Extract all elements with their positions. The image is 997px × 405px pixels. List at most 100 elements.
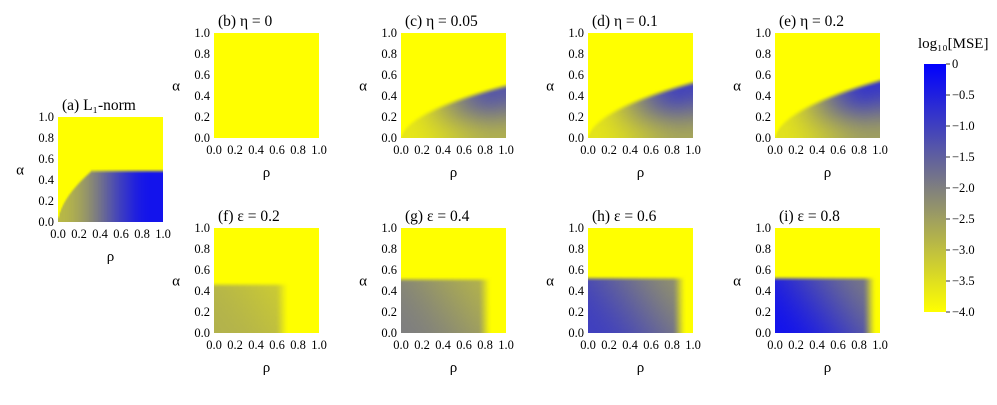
y-tick-label: 1.0 [381,26,397,40]
x-tick-label: 0.8 [134,227,150,241]
y-tick-label: 1.0 [755,26,771,40]
y-tick-label: 0.0 [194,131,210,145]
y-tick-label: 0.6 [568,263,584,277]
y-tick-label: 0.4 [194,89,210,103]
x-tick-label: 1.0 [498,338,514,352]
x-tick-label: 0.0 [580,338,596,352]
x-tick-label: 0.6 [113,227,129,241]
x-tick-label: 0.6 [269,338,285,352]
y-axis-label: α [359,79,367,95]
y-tick-label: 0.2 [381,110,397,124]
colorbar-tick-label: −2.0 [952,181,975,195]
y-tick-label: 0.8 [755,47,771,61]
y-tick-label: 0.0 [194,326,210,340]
x-axis-label: ρ [450,360,458,376]
panel-c: (c) η = 0.05 0.0 0.2 0.4 0.6 0.8 1.0 0.0 0.2 0.4 0… [359,13,514,181]
panel-d: (d) η = 0.1 0.0 0.2 0.4 0.6 0.8 1.0 0.0 0.2 0.4 0.… [546,13,701,181]
y-tick-label: 0.0 [568,326,584,340]
x-tick-label: 0.6 [456,143,472,157]
panels: (a) L₁-norm 0.0 0.2 0.4 0.6 0.8 1.0 0.0 0.2 0.4 0.… [16,13,888,376]
y-tick-label: 0.2 [755,305,771,319]
panel-b: (b) η = 0 0.0 0.2 0.4 0.6 0.8 1.0 0.0 0.2 0.4 0.6 0… [172,13,327,181]
y-tick-label: 0.8 [194,242,210,256]
panel-i: (i) ε = 0.8 0.0 0.2 0.4 0.6 0.8 1.0 0.0 0.2 0.4 0.… [733,208,888,376]
x-tick-label: 0.0 [50,227,66,241]
heatmap-f [214,228,319,333]
y-axis-label: α [733,274,741,290]
y-tick-label: 1.0 [568,26,584,40]
y-tick-label: 0.2 [381,305,397,319]
y-axis-label: α [546,79,554,95]
y-tick-label: 0.4 [38,173,54,187]
x-tick-label: 0.2 [414,143,430,157]
y-tick-label: 0.0 [38,215,54,229]
x-tick-label: 0.8 [664,338,680,352]
colorbar-tick-label: −0.5 [952,88,975,102]
x-tick-label: 0.8 [851,338,867,352]
y-tick-label: 0.8 [194,47,210,61]
panel-a: (a) L₁-norm 0.0 0.2 0.4 0.6 0.8 1.0 0.0 0.2 0.4 0.… [16,97,171,265]
panel-title-f: (f) ε = 0.2 [218,208,280,225]
heatmap-e [775,33,880,138]
colorbar-ticks: 0 −0.5 −1.0 −1.5 −2.0 −2.5 −3.0 −3.5 −4.0 [946,57,975,319]
x-tick-label: 0.4 [622,338,638,352]
colorbar-tick-label: −2.5 [952,212,975,226]
x-tick-label: 1.0 [311,338,327,352]
x-tick-label: 0.0 [393,338,409,352]
y-tick-label: 0.8 [568,242,584,256]
x-tick-label: 0.0 [393,143,409,157]
x-tick-label: 0.6 [269,143,285,157]
y-tick-label: 0.2 [38,194,54,208]
panel-title-e: (e) η = 0.2 [779,13,844,30]
y-axis-label: α [733,79,741,95]
y-tick-label: 0.8 [38,131,54,145]
y-tick-label: 0.0 [755,326,771,340]
y-tick-label: 1.0 [194,221,210,235]
y-tick-label: 0.0 [381,326,397,340]
colorbar: log₁₀[MSE] 0 −0.5 −1.0 −1.5 −2.0 −2.5 −3.0 −3.5… [918,36,988,319]
y-tick-label: 0.6 [38,152,54,166]
y-tick-label: 0.8 [755,242,771,256]
x-tick-label: 1.0 [685,143,701,157]
x-tick-label: 0.2 [788,338,804,352]
x-axis-label: ρ [637,165,645,181]
heatmap-g [401,228,506,333]
colorbar-tick-label: −4.0 [952,305,975,319]
y-tick-label: 0.8 [381,47,397,61]
x-tick-label: 0.6 [643,338,659,352]
y-tick-label: 0.2 [568,305,584,319]
y-tick-label: 0.0 [568,131,584,145]
y-tick-label: 0.4 [381,89,397,103]
x-tick-label: 0.6 [830,338,846,352]
x-tick-label: 1.0 [498,143,514,157]
x-tick-label: 0.2 [601,338,617,352]
panel-title-g: (g) ε = 0.4 [405,208,470,225]
y-tick-label: 1.0 [38,110,54,124]
x-tick-label: 0.2 [414,338,430,352]
y-tick-label: 0.6 [381,68,397,82]
y-tick-label: 0.4 [381,284,397,298]
x-tick-label: 0.4 [248,143,264,157]
x-tick-label: 0.8 [851,143,867,157]
x-tick-label: 0.2 [227,338,243,352]
heatmap-d [588,33,693,138]
y-tick-label: 0.4 [568,284,584,298]
y-tick-label: 0.2 [568,110,584,124]
heatmap-h [588,228,693,333]
panel-title-d: (d) η = 0.1 [592,13,658,30]
panel-f: (f) ε = 0.2 0.0 0.2 0.4 0.6 0.8 1.0 0.0 0.2 0.4 0.… [172,208,327,376]
y-axis-label: α [172,274,180,290]
y-tick-label: 0.6 [194,68,210,82]
colorbar-tick-label: −3.0 [952,243,975,257]
x-tick-label: 1.0 [685,338,701,352]
x-tick-label: 0.6 [643,143,659,157]
y-tick-label: 0.6 [194,263,210,277]
x-tick-label: 0.0 [767,143,783,157]
x-axis-label: ρ [263,165,271,181]
y-tick-label: 0.6 [755,263,771,277]
y-tick-label: 0.8 [381,242,397,256]
x-tick-label: 0.8 [290,143,306,157]
x-tick-label: 0.8 [477,143,493,157]
panel-title-h: (h) ε = 0.6 [592,208,657,225]
